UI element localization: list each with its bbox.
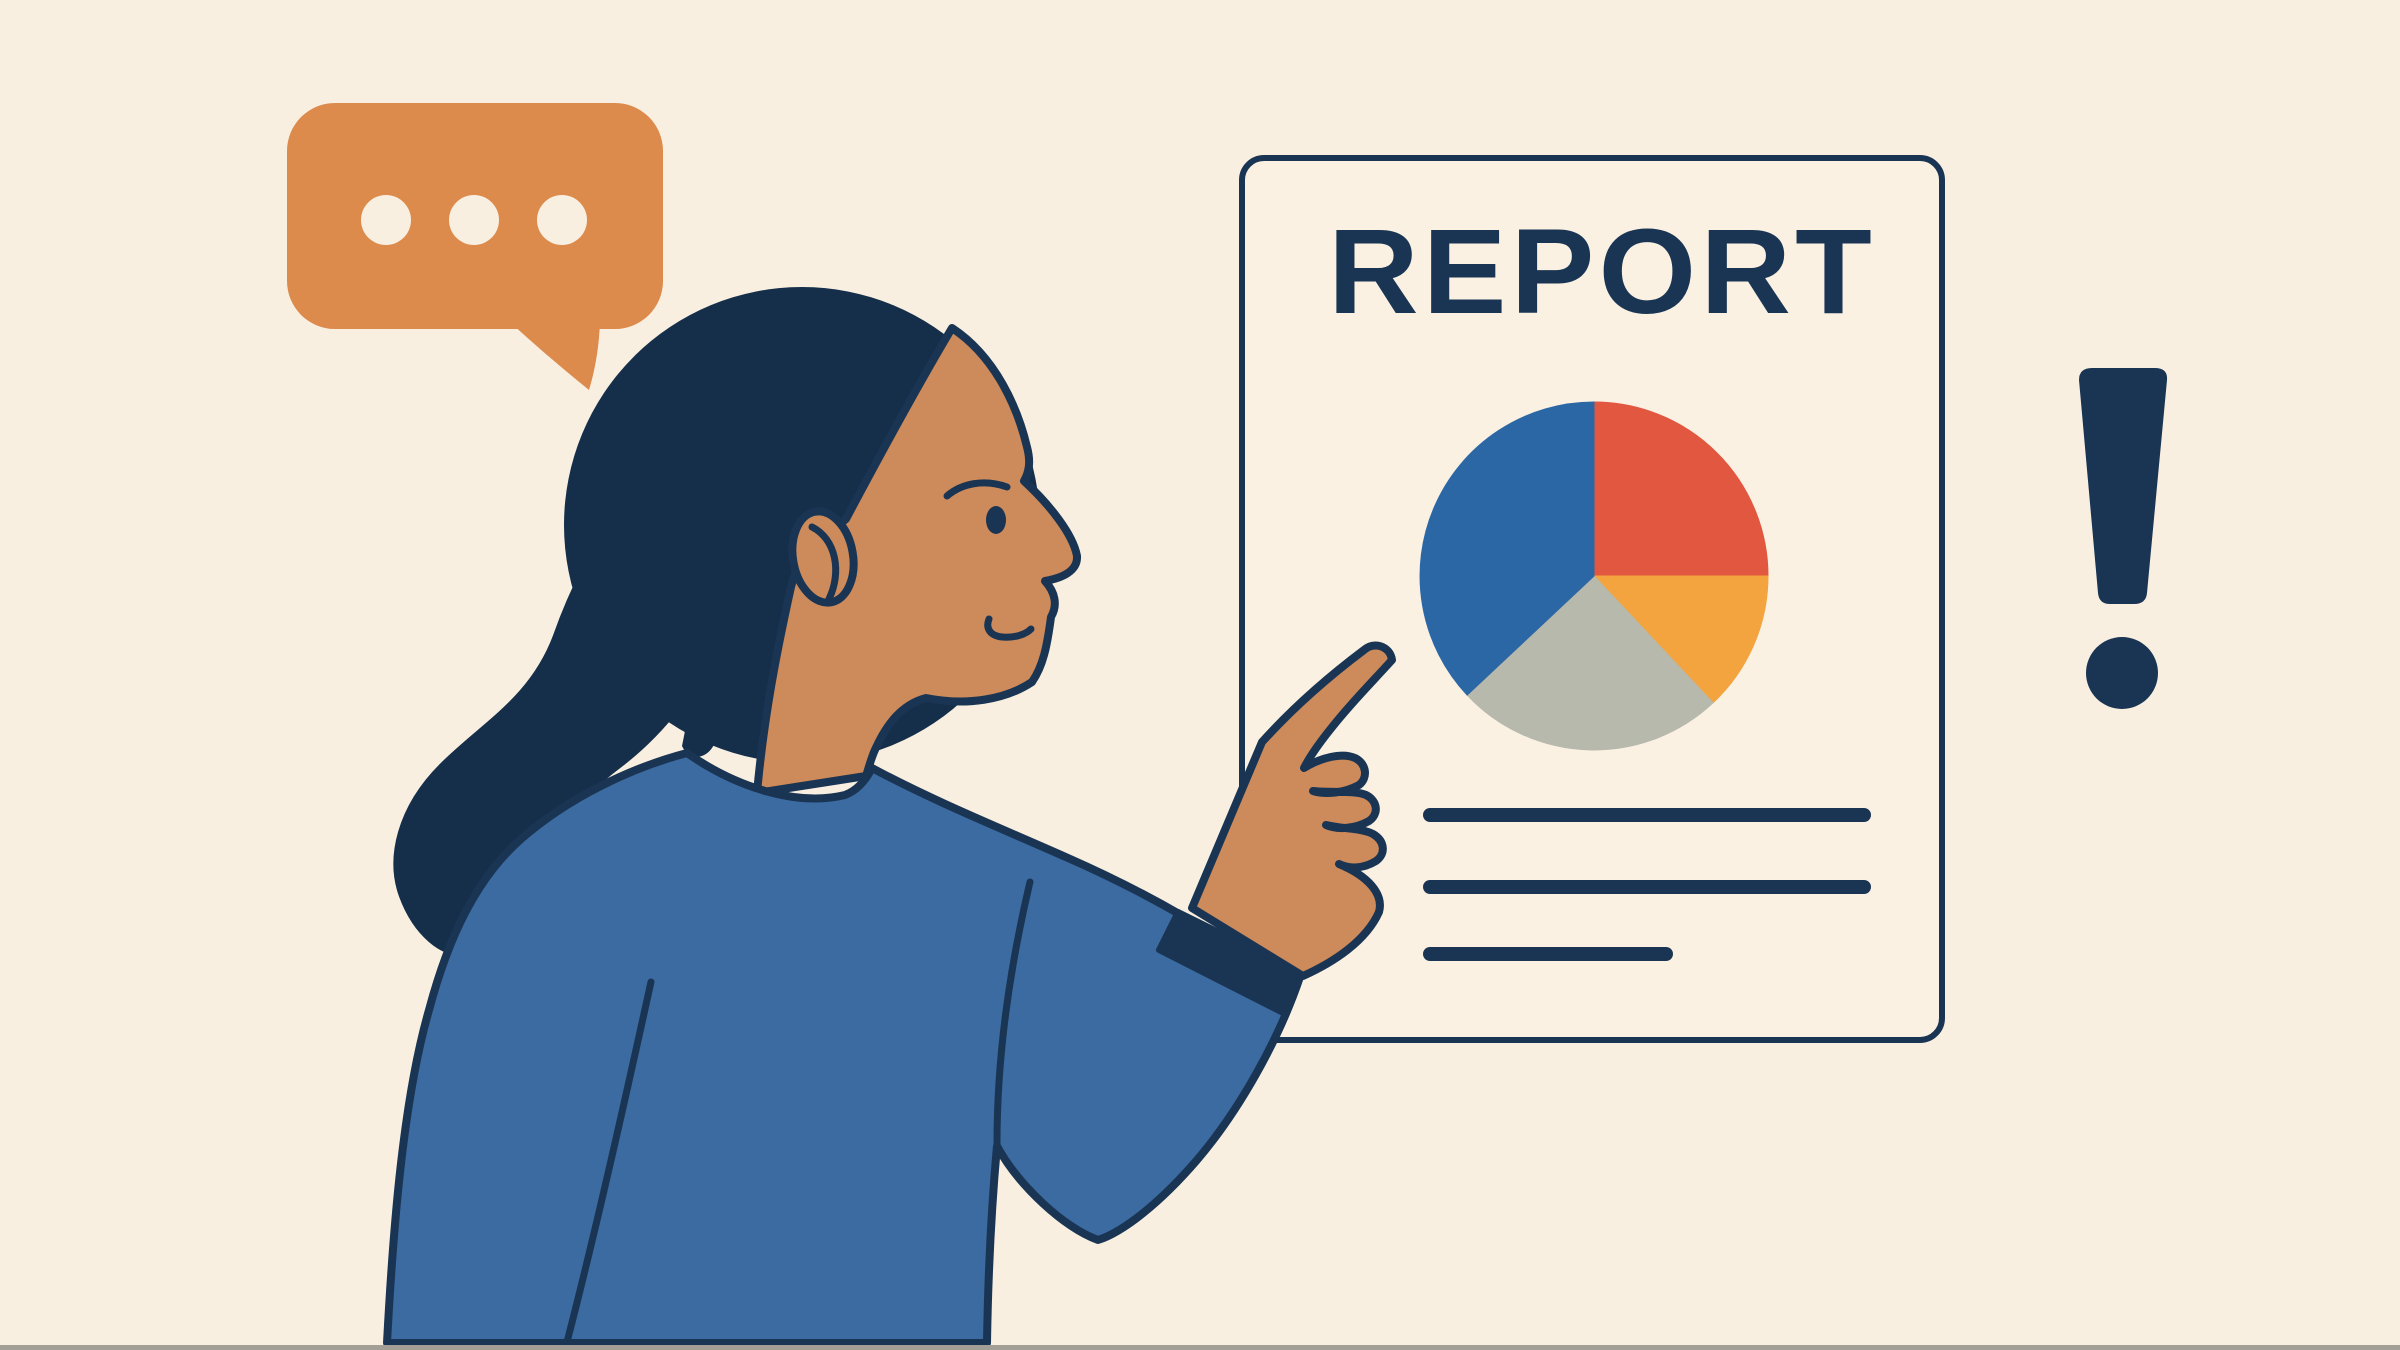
- pie-chart: [1419, 401, 1769, 751]
- pie-slice-red: [1593, 401, 1769, 577]
- sleeve-seam-line: [993, 878, 1034, 1147]
- pie-slice-blue: [1419, 401, 1595, 696]
- sweater-torso: [383, 749, 1304, 1347]
- eyebrow: [943, 479, 1011, 500]
- mouth: [984, 615, 1035, 641]
- bottom-edge-strip: [0, 1345, 2400, 1350]
- face: [753, 324, 1081, 797]
- speech-bubble-icon: [287, 103, 663, 390]
- pie-slice-gray: [1466, 575, 1714, 751]
- exclamation-bar: [2079, 368, 2168, 604]
- woman-figure: [383, 287, 1396, 1347]
- eye: [986, 506, 1006, 534]
- pointing-hand: [1188, 641, 1396, 980]
- typing-dot: [449, 195, 499, 245]
- document-title: REPORT: [1328, 203, 1876, 339]
- typing-dot: [537, 195, 587, 245]
- exclamation-icon: [2079, 368, 2168, 709]
- typing-dot: [361, 195, 411, 245]
- pie-slice-orange: [1592, 575, 1769, 704]
- torso-seam-line: [563, 978, 655, 1346]
- inner-ear-line: [808, 523, 840, 603]
- document-text-lines: [1423, 808, 1871, 961]
- typing-dots: [361, 195, 587, 245]
- report-document: REPORT: [1239, 155, 1945, 1043]
- exclamation-dot: [2086, 637, 2158, 709]
- speech-bubble-tail: [510, 322, 600, 390]
